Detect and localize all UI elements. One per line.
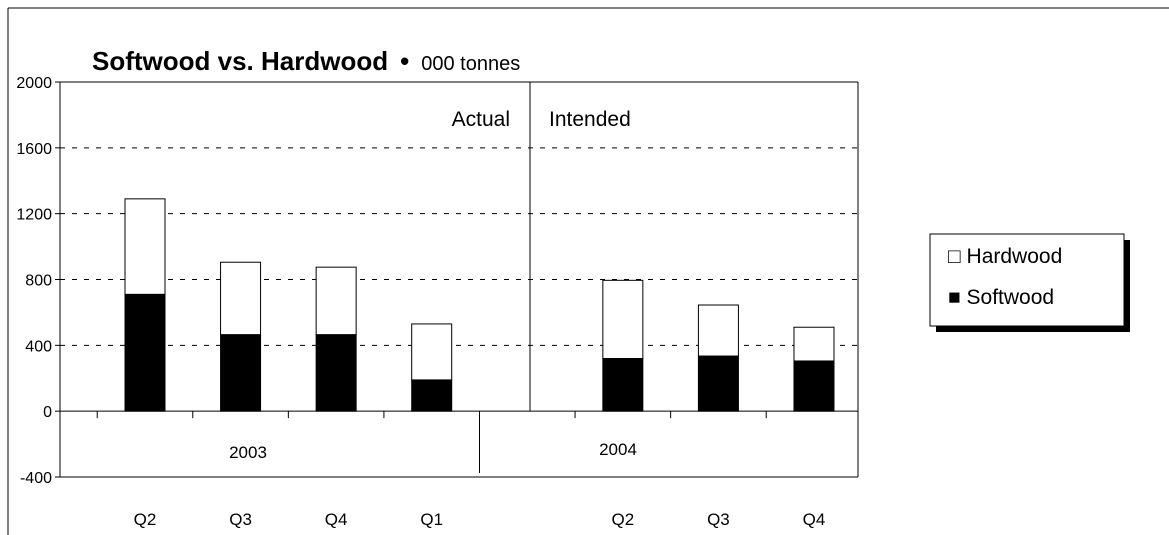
y-tick-label: 1200: [16, 207, 52, 224]
bars: [124, 198, 835, 412]
bar-hardwood: [411, 323, 453, 381]
chart-title-line: Softwood vs. Hardwood • 000 tonnes: [92, 46, 520, 76]
y-axis: 2000 1600 1200 800 400 0 -400: [16, 75, 60, 487]
y-tick-label: 800: [25, 273, 52, 290]
chart-subtitle: 000 tonnes: [421, 53, 520, 75]
bar-softwood: [315, 334, 357, 412]
bar-softwood: [793, 360, 835, 412]
bar-hardwood: [602, 279, 644, 359]
legend-box: [929, 233, 1125, 327]
bar-hardwood: [124, 198, 166, 295]
bar-softwood: [220, 334, 262, 412]
bar-softwood: [411, 379, 453, 412]
x-tick-label: Q3: [707, 510, 730, 529]
softwood-swatch-icon: ■: [948, 286, 961, 309]
group-label-2003: 2003: [229, 443, 267, 462]
x-axis: Q2 Q3 Q4 Q1 Q2 Q3 Q4: [60, 410, 858, 529]
title-separator: •: [400, 46, 409, 76]
bar-hardwood: [697, 304, 739, 357]
bar-hardwood: [315, 266, 357, 336]
annotation-intended: Intended: [549, 108, 631, 131]
bar-softwood: [602, 358, 644, 412]
x-tick-label: Q4: [325, 510, 348, 529]
y-tick-label: 1600: [16, 141, 52, 158]
legend-label-hardwood: Hardwood: [967, 245, 1063, 268]
x-tick-label: Q2: [134, 510, 157, 529]
y-tick-label: 0: [43, 404, 52, 421]
x-tick-label: Q1: [420, 510, 443, 529]
x-tick-label: Q3: [229, 510, 252, 529]
bar-softwood: [697, 355, 739, 412]
legend-item-hardwood: □ Hardwood: [948, 245, 1062, 268]
bar-hardwood: [220, 261, 262, 336]
legend-label-softwood: Softwood: [967, 286, 1055, 309]
bar-hardwood: [793, 326, 835, 362]
chart-title: Softwood vs. Hardwood: [92, 46, 388, 76]
annotation-actual: Actual: [452, 108, 510, 131]
legend-item-softwood: ■ Softwood: [948, 286, 1054, 309]
y-tick-label: 400: [25, 338, 52, 355]
y-tick-label: 2000: [16, 75, 52, 92]
x-tick-label: Q4: [803, 510, 826, 529]
hardwood-swatch-icon: □: [948, 245, 961, 268]
y-tick-label: -400: [20, 470, 52, 487]
legend: □ Hardwood ■ Softwood: [929, 233, 1130, 332]
bar-softwood: [124, 293, 166, 412]
x-tick-label: Q2: [612, 510, 635, 529]
group-label-2004: 2004: [599, 440, 637, 459]
